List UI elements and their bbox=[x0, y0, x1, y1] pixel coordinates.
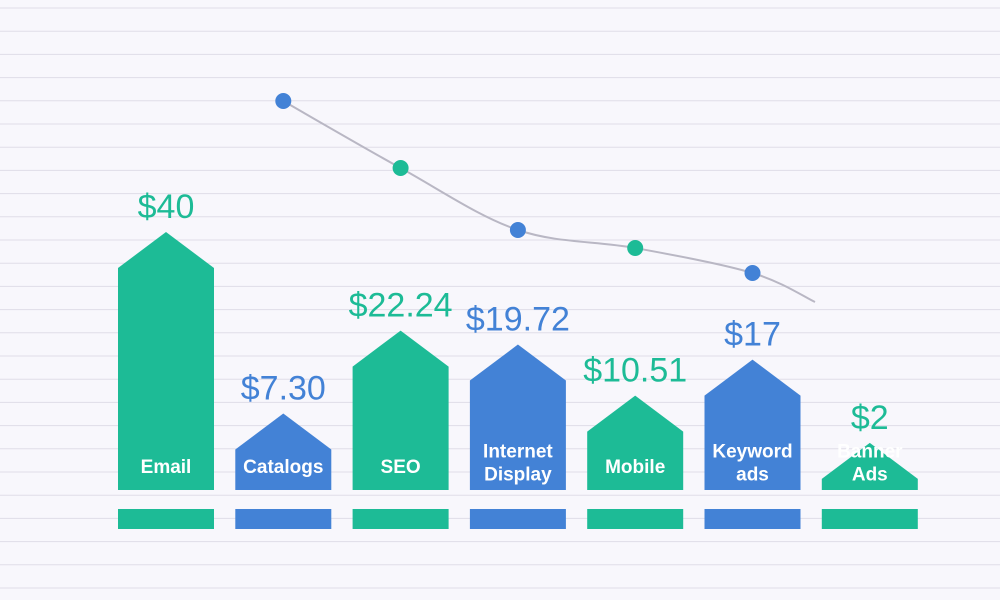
trend-line bbox=[282, 100, 816, 303]
category-label: Mobile bbox=[605, 457, 665, 478]
bar-seo bbox=[352, 330, 449, 490]
trend-marker bbox=[392, 160, 409, 176]
value-label: $19.72 bbox=[466, 301, 570, 339]
value-label: $2 bbox=[851, 399, 889, 437]
value-label: $17 bbox=[724, 316, 781, 354]
category-label: Ads bbox=[852, 465, 888, 486]
category-label: Display bbox=[484, 465, 552, 486]
bars bbox=[118, 232, 918, 529]
bar-catalogs bbox=[235, 413, 332, 490]
bar-internet-display bbox=[469, 344, 566, 490]
value-label: $10.51 bbox=[583, 352, 687, 390]
bar-base-strip bbox=[235, 509, 332, 529]
value-label: $22.24 bbox=[349, 287, 453, 325]
bar-base-strip bbox=[587, 509, 684, 529]
bar-base-strip bbox=[352, 509, 449, 529]
bar-base-strip bbox=[118, 509, 214, 529]
bar-base-strip bbox=[821, 509, 918, 529]
category-label: SEO bbox=[381, 457, 421, 478]
bar-base-strip bbox=[704, 509, 801, 529]
value-label: $7.30 bbox=[241, 369, 326, 407]
category-label: ads bbox=[736, 465, 769, 486]
category-label: Banner bbox=[837, 442, 903, 463]
value-label: $40 bbox=[138, 188, 195, 226]
trend-curve bbox=[275, 93, 816, 303]
category-label: Catalogs bbox=[243, 457, 323, 478]
bar-banner-ads bbox=[821, 442, 918, 490]
trend-marker bbox=[744, 265, 761, 281]
trend-marker bbox=[275, 93, 292, 109]
value-labels: $40 Email $7.30 Catalogs $22.24 SEO $19.72 Inte… bbox=[138, 188, 903, 486]
category-label: Internet bbox=[483, 442, 553, 463]
trend-marker bbox=[627, 240, 644, 256]
category-label: Keyword bbox=[712, 442, 792, 463]
bar-keyword-ads bbox=[704, 359, 801, 490]
bar-mobile bbox=[587, 395, 684, 490]
bar-base-strip bbox=[469, 509, 566, 529]
bar-email bbox=[118, 232, 214, 490]
category-label: Email bbox=[141, 457, 192, 478]
trend-marker bbox=[509, 222, 526, 238]
